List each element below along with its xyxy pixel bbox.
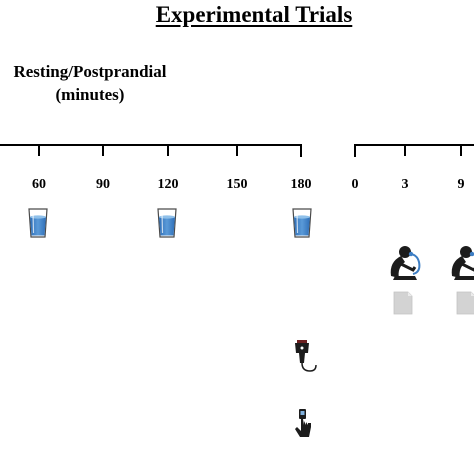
- water-glass-icon: [157, 208, 177, 238]
- diagram-title: Experimental Trials: [155, 2, 353, 27]
- phase1-label: Resting/Postprandial (minutes): [0, 60, 210, 106]
- ultrasound-probe-icon: [295, 340, 317, 372]
- phase1-tick-label: 120: [158, 177, 179, 192]
- document-icon: [456, 291, 474, 315]
- finger-prick-icon: [295, 409, 311, 437]
- phase2-tick-label: 0: [352, 177, 359, 192]
- phase1-label-line1: Resting/Postprandial: [13, 62, 167, 81]
- phase1-axis: 60 90 120 150 180: [0, 144, 312, 192]
- water-glass-icon: [292, 208, 312, 238]
- phase1-label-line2: (minutes): [55, 85, 125, 104]
- cyclist-with-mask-icon: [389, 244, 421, 282]
- phase2-tick-label: 3: [402, 177, 409, 192]
- water-glass-icon: [28, 208, 48, 238]
- phase1-tick-label: 150: [227, 177, 248, 192]
- cyclist-with-mask-icon: [450, 244, 474, 282]
- phase1-tick-label: 60: [32, 177, 46, 192]
- phase2-axis: 0 3 9: [352, 144, 474, 192]
- phase1-tick-label: 180: [291, 177, 312, 192]
- phase1-tick-label: 90: [96, 177, 110, 192]
- document-icon: [393, 291, 413, 315]
- phase2-tick-label: 9: [458, 177, 465, 192]
